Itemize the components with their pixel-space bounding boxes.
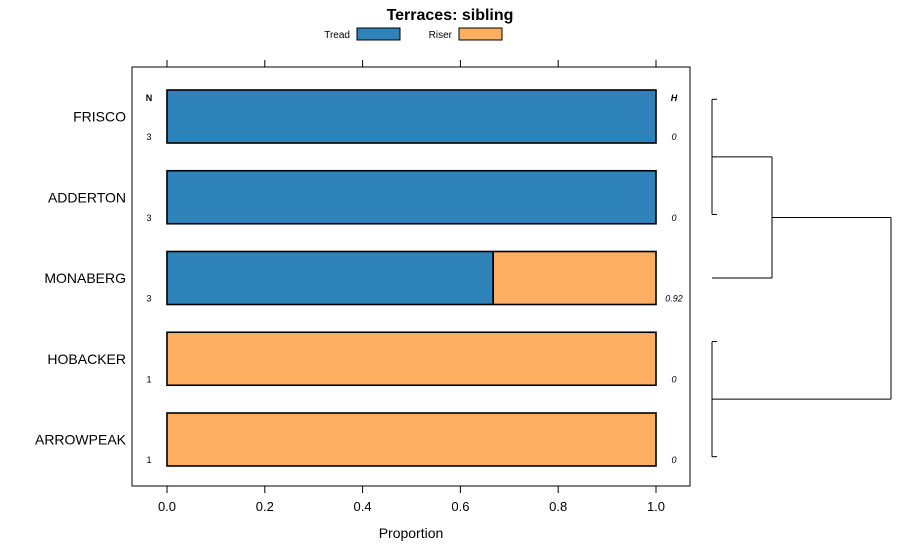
row-label: MONABERG xyxy=(44,270,126,286)
x-tick-label: 0.4 xyxy=(354,499,372,514)
plot-frame xyxy=(131,66,691,487)
legend-label-riser: Riser xyxy=(429,30,453,41)
bar-riser xyxy=(492,250,657,306)
bar-rows: FRISCO 3 0 ADDERTON 3 0 MONABERG 3 0.92 HOBACKER 1… xyxy=(35,89,683,467)
n-value: 3 xyxy=(146,213,151,223)
x-axis-label: Proportion xyxy=(379,525,444,541)
bar-tread xyxy=(166,169,657,225)
n-value: 3 xyxy=(146,132,151,142)
h-column-header: H xyxy=(671,93,678,103)
bar-tread xyxy=(166,89,657,144)
bar-riser xyxy=(166,331,657,387)
chart-title: Terraces: sibling xyxy=(387,7,514,24)
x-tick-label: 1.0 xyxy=(647,499,665,514)
h-value: 0 xyxy=(671,374,676,384)
row-label: HOBACKER xyxy=(47,351,126,367)
legend: Tread Riser xyxy=(324,27,503,41)
row-label: ADDERTON xyxy=(48,189,126,205)
h-value: 0 xyxy=(671,132,676,142)
x-tick-label: 0.0 xyxy=(158,499,176,514)
legend-label-tread: Tread xyxy=(324,30,350,41)
x-tick-label: 0.2 xyxy=(256,499,274,514)
dendrogram xyxy=(711,98,892,458)
x-axis: 0.0 0.2 0.4 0.6 0.8 1.0 xyxy=(158,486,665,514)
row-label: ARROWPEAK xyxy=(35,432,127,448)
h-value: 0.92 xyxy=(665,294,683,304)
n-value: 1 xyxy=(146,374,151,384)
h-value: 0 xyxy=(671,213,676,223)
legend-swatch-tread xyxy=(356,27,401,41)
bar-tread xyxy=(166,250,494,306)
x-tick-label: 0.8 xyxy=(549,499,567,514)
n-value: 1 xyxy=(146,455,151,465)
x-tick-label: 0.6 xyxy=(451,499,469,514)
legend-swatch-riser xyxy=(458,27,503,41)
row-label: FRISCO xyxy=(73,109,126,125)
h-value: 0 xyxy=(671,455,676,465)
top-axis-ticks xyxy=(166,60,657,67)
bar-riser xyxy=(166,412,657,467)
n-column-header: N xyxy=(146,93,153,103)
n-value: 3 xyxy=(146,294,151,304)
